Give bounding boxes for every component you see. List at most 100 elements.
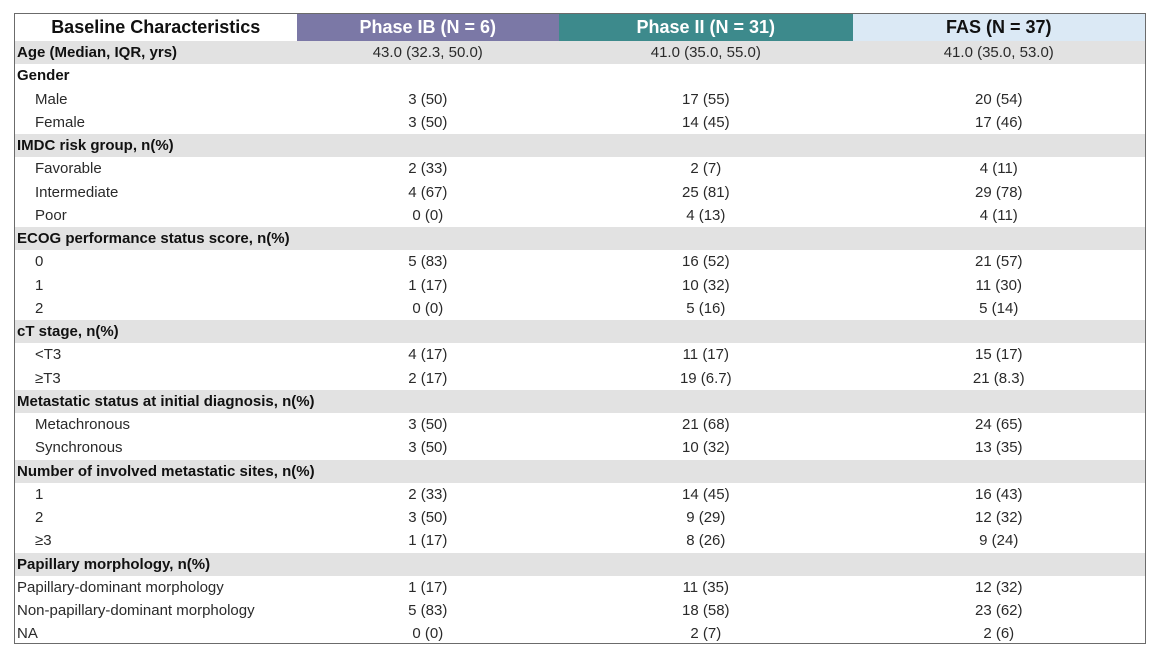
cell-phase-ii: 2 (7) bbox=[690, 625, 722, 643]
table-row: NA 0 (0) 2 (7) 2 (6) bbox=[15, 622, 1145, 643]
header-fas: FAS (N = 37) bbox=[852, 14, 1145, 41]
row-label: Gender bbox=[17, 67, 70, 85]
cell-phase-ii: 14 (45) bbox=[682, 113, 730, 131]
cell-phase-ib: 2 (33) bbox=[408, 485, 448, 503]
cell-phase-ii: 18 (58) bbox=[682, 602, 730, 620]
section-row: Papillary morphology, n(%) bbox=[15, 552, 1145, 576]
cell-phase-ii: 41.0 (35.0, 55.0) bbox=[650, 44, 761, 62]
cell-phase-ii: 5 (16) bbox=[686, 299, 726, 317]
table-row: Papillary-dominant morphology 1 (17) 11 (3… bbox=[15, 576, 1145, 599]
cell-phase-ib: 2 (17) bbox=[408, 369, 448, 387]
cell-phase-ii: 2 (7) bbox=[690, 160, 722, 178]
cell-fas: 12 (32) bbox=[974, 578, 1023, 596]
table-row: 2 0 (0) 5 (16) 5 (14) bbox=[15, 297, 1145, 320]
row-label: ≥T3 bbox=[35, 369, 61, 387]
row-label: Synchronous bbox=[35, 439, 123, 457]
cell-phase-ii: 10 (32) bbox=[682, 439, 730, 457]
cell-fas: 21 (57) bbox=[975, 253, 1023, 271]
table-row: 2 3 (50) 9 (29) 12 (32) bbox=[15, 506, 1145, 529]
row-label: Number of involved metastatic sites, n(%… bbox=[17, 462, 315, 480]
table-row: 0 5 (83) 16 (52) 21 (57) bbox=[15, 250, 1145, 273]
header-phase-ib: Phase IB (N = 6) bbox=[296, 14, 560, 41]
cell-phase-ib: 3 (50) bbox=[408, 509, 448, 527]
cell-phase-ii: 14 (45) bbox=[682, 485, 730, 503]
cell-phase-ib: 1 (17) bbox=[408, 276, 448, 294]
row-label: 2 bbox=[35, 299, 44, 317]
row-label: Intermediate bbox=[35, 183, 119, 201]
cell-phase-ii: 9 (29) bbox=[686, 509, 726, 527]
section-row: Gender bbox=[15, 64, 1145, 87]
row-label: Papillary-dominant morphology bbox=[17, 578, 224, 596]
table-header-row: Baseline Characteristics Phase IB (N = 6… bbox=[15, 14, 1145, 41]
cell-fas: 13 (35) bbox=[975, 439, 1023, 457]
cell-phase-ib: 1 (17) bbox=[408, 532, 448, 550]
cell-fas: 11 (30) bbox=[975, 276, 1022, 294]
cell-phase-ib: 43.0 (32.3, 50.0) bbox=[372, 44, 483, 62]
section-row: cT stage, n(%) bbox=[15, 320, 1145, 344]
section-row: Metastatic status at initial diagnosis, … bbox=[15, 389, 1145, 413]
cell-phase-ii: 4 (13) bbox=[686, 206, 726, 224]
table-row: ≥T3 2 (17) 19 (6.7) 21 (8.3) bbox=[15, 367, 1145, 390]
cell-phase-ib: 2 (33) bbox=[408, 160, 448, 178]
cell-phase-ib: 3 (50) bbox=[408, 90, 448, 108]
row-label: <T3 bbox=[35, 346, 62, 364]
cell-phase-ii: 11 (35) bbox=[682, 578, 729, 596]
cell-fas: 15 (17) bbox=[975, 346, 1023, 364]
cell-fas: 12 (32) bbox=[975, 509, 1023, 527]
table-row: <T3 4 (17) 11 (17) 15 (17) bbox=[15, 343, 1145, 366]
section-row: IMDC risk group, n(%) bbox=[15, 134, 1145, 158]
cell-phase-ib: 0 (0) bbox=[412, 625, 444, 643]
cell-fas: 16 (43) bbox=[975, 485, 1023, 503]
cell-phase-ii: 19 (6.7) bbox=[679, 369, 732, 387]
header-baseline-characteristics: Baseline Characteristics bbox=[15, 14, 297, 41]
cell-phase-ib: 0 (0) bbox=[412, 206, 444, 224]
cell-phase-ii: 10 (32) bbox=[682, 276, 730, 294]
cell-phase-ib: 3 (50) bbox=[408, 439, 448, 457]
row-label: 0 bbox=[35, 253, 44, 271]
cell-fas: 21 (8.3) bbox=[972, 369, 1025, 387]
cell-fas: 29 (78) bbox=[975, 183, 1023, 201]
row-label: Non-papillary-dominant morphology bbox=[17, 602, 255, 620]
table-row: 1 1 (17) 10 (32) 11 (30) bbox=[15, 274, 1145, 297]
cell-fas: 41.0 (35.0, 53.0) bbox=[943, 44, 1054, 62]
cell-fas: 24 (65) bbox=[975, 416, 1023, 434]
row-label: 2 bbox=[35, 509, 44, 527]
cell-fas: 2 (6) bbox=[983, 625, 1015, 643]
cell-phase-ib: 3 (50) bbox=[408, 416, 448, 434]
table-body: Age (Median, IQR, yrs) 43.0 (32.3, 50.0) 4… bbox=[15, 41, 1145, 643]
table-row: Intermediate 4 (67) 25 (81) 29 (78) bbox=[15, 181, 1145, 204]
row-label: Male bbox=[35, 90, 68, 108]
row-label: Metachronous bbox=[35, 416, 131, 434]
section-row: Age (Median, IQR, yrs) 43.0 (32.3, 50.0) 4… bbox=[15, 41, 1145, 65]
cell-phase-ii: 11 (17) bbox=[682, 346, 729, 364]
row-label: Favorable bbox=[35, 160, 102, 178]
row-label: Metastatic status at initial diagnosis, … bbox=[17, 392, 315, 410]
cell-fas: 9 (24) bbox=[979, 532, 1019, 550]
cell-fas: 4 (11) bbox=[979, 160, 1018, 178]
row-label: Poor bbox=[35, 206, 67, 224]
cell-phase-ii: 21 (68) bbox=[682, 416, 730, 434]
cell-phase-ib: 5 (83) bbox=[408, 602, 448, 620]
row-label: IMDC risk group, n(%) bbox=[17, 137, 174, 155]
cell-phase-ib: 3 (50) bbox=[408, 113, 448, 131]
table-row: Synchronous 3 (50) 10 (32) 13 (35) bbox=[15, 436, 1145, 459]
cell-phase-ii: 17 (55) bbox=[682, 90, 730, 108]
cell-fas: 20 (54) bbox=[975, 90, 1023, 108]
cell-phase-ib: 1 (17) bbox=[408, 578, 448, 596]
table-row: Non-papillary-dominant morphology 5 (83) 1… bbox=[15, 599, 1145, 622]
header-phase-ii: Phase II (N = 31) bbox=[559, 14, 853, 41]
baseline-characteristics-table: Baseline Characteristics Phase IB (N = 6… bbox=[14, 13, 1146, 644]
table-row: Female 3 (50) 14 (45) 17 (46) bbox=[15, 111, 1145, 134]
table-row: Male 3 (50) 17 (55) 20 (54) bbox=[15, 88, 1145, 111]
row-label: Female bbox=[35, 113, 86, 131]
cell-phase-ib: 4 (67) bbox=[408, 183, 448, 201]
section-row: Number of involved metastatic sites, n(%… bbox=[15, 459, 1145, 483]
cell-fas: 4 (11) bbox=[979, 206, 1018, 224]
table-row: Poor 0 (0) 4 (13) 4 (11) bbox=[15, 204, 1145, 227]
table-row: Favorable 2 (33) 2 (7) 4 (11) bbox=[15, 157, 1145, 180]
row-label: NA bbox=[17, 625, 38, 643]
cell-phase-ii: 8 (26) bbox=[686, 532, 726, 550]
row-label: 1 bbox=[35, 276, 44, 294]
table-row: 1 2 (33) 14 (45) 16 (43) bbox=[15, 483, 1145, 506]
cell-phase-ii: 16 (52) bbox=[682, 253, 730, 271]
